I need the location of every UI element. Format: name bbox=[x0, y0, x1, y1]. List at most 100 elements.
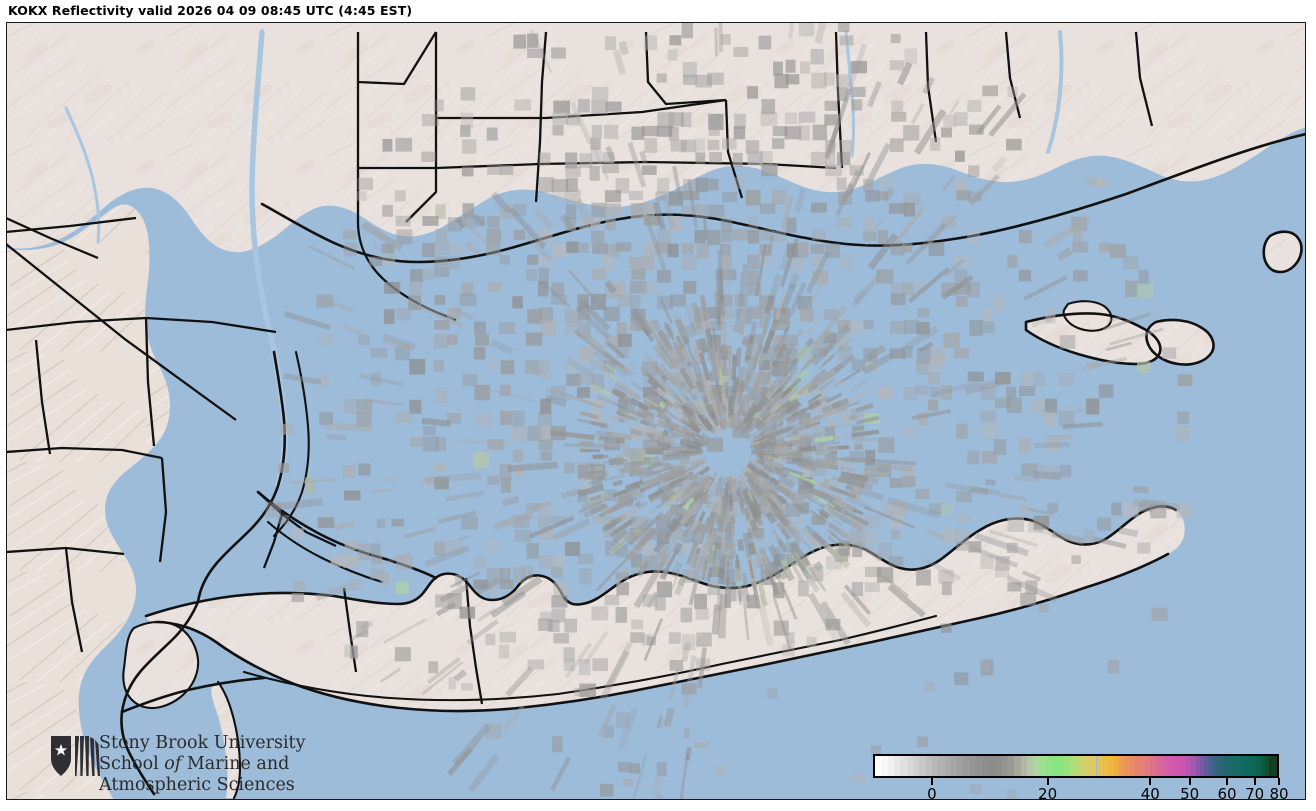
colorbar-segment bbox=[1084, 756, 1091, 776]
radar-radial-spike bbox=[746, 518, 756, 545]
colorbar-tick-label: 70 bbox=[1245, 785, 1265, 800]
radar-radial-streak bbox=[772, 597, 792, 650]
radar-bin bbox=[420, 151, 436, 162]
radar-bin bbox=[903, 202, 915, 217]
radar-radial-streak bbox=[682, 654, 696, 708]
radar-radial-streak bbox=[489, 338, 513, 355]
radar-radial-streak bbox=[881, 186, 895, 202]
radar-radial-spike bbox=[688, 519, 694, 526]
radar-radial-spike bbox=[611, 479, 623, 487]
radar-radial-spike bbox=[580, 418, 591, 425]
radar-bin bbox=[433, 99, 444, 111]
radar-radial-spike bbox=[585, 460, 600, 465]
county-border-ct-4 bbox=[724, 99, 743, 198]
radar-bin bbox=[851, 98, 862, 111]
radar-radial-spike bbox=[756, 518, 764, 527]
radar-radial-spike bbox=[658, 488, 675, 502]
radar-radial-spike bbox=[696, 542, 708, 571]
radar-bin bbox=[706, 72, 724, 85]
radar-bin bbox=[604, 594, 619, 605]
radar-bin bbox=[953, 111, 968, 126]
radar-bin bbox=[916, 281, 927, 294]
radar-bin bbox=[604, 189, 621, 202]
radar-bin bbox=[655, 553, 669, 565]
radar-bin bbox=[615, 572, 629, 580]
colorbar-segment bbox=[1033, 756, 1040, 776]
radar-bin bbox=[707, 580, 720, 595]
radar-bin bbox=[721, 137, 737, 149]
radar-bin bbox=[1107, 659, 1119, 673]
radar-bin bbox=[344, 540, 357, 550]
radar-radial-spike bbox=[740, 488, 754, 509]
radar-radial-spike bbox=[818, 376, 836, 391]
radar-bin bbox=[433, 462, 446, 472]
radar-radial-spike bbox=[736, 480, 748, 504]
radar-map-frame[interactable]: 0 20 40 50 60 70 80 Stony Brook University Sch… bbox=[6, 22, 1306, 800]
radar-bin bbox=[942, 113, 956, 127]
radar-bin bbox=[810, 566, 823, 581]
radar-bin bbox=[550, 566, 563, 577]
radar-radial-streak bbox=[464, 240, 480, 256]
radar-radial-streak bbox=[944, 481, 1001, 496]
radar-bin bbox=[734, 293, 747, 307]
radar-bin bbox=[537, 280, 548, 296]
radar-radial-spike bbox=[803, 420, 821, 429]
radar-map[interactable] bbox=[6, 22, 1306, 800]
radar-bin bbox=[643, 34, 657, 50]
radar-bin bbox=[330, 554, 346, 567]
county-border-nj-1 bbox=[144, 317, 155, 446]
radar-radial-spike bbox=[821, 343, 834, 356]
radar-radial-spike bbox=[734, 569, 742, 581]
radar-bin bbox=[864, 514, 880, 528]
radar-radial-streak bbox=[780, 194, 794, 230]
county-border-ny-1 bbox=[7, 216, 136, 233]
radar-radial-streak bbox=[502, 704, 525, 730]
radar-bin bbox=[591, 514, 606, 524]
colorbar-segment bbox=[1175, 756, 1180, 776]
radar-bin bbox=[343, 398, 356, 413]
reflectivity-colorbar[interactable]: 0 20 40 50 60 70 80 bbox=[873, 749, 1293, 800]
radar-bin bbox=[641, 255, 654, 270]
radar-radial-spike bbox=[650, 438, 678, 446]
radar-bin bbox=[1006, 516, 1024, 532]
radar-radial-spike bbox=[684, 496, 701, 517]
radar-bin bbox=[539, 319, 556, 336]
radar-bin bbox=[682, 280, 696, 294]
radar-bin bbox=[668, 34, 681, 45]
radar-radial-spike bbox=[636, 500, 648, 510]
radar-bin bbox=[823, 113, 839, 125]
radar-bin bbox=[538, 554, 555, 569]
radar-radial-streak bbox=[462, 740, 479, 759]
radar-radial-streak bbox=[562, 391, 605, 410]
radar-radial-spike bbox=[779, 398, 797, 414]
radar-bin bbox=[680, 111, 691, 127]
radar-bin bbox=[591, 242, 608, 254]
radar-bin bbox=[656, 242, 671, 254]
radar-bin bbox=[760, 163, 777, 176]
radar-bin bbox=[590, 475, 603, 487]
radar-bin bbox=[890, 529, 900, 539]
radar-bin bbox=[278, 514, 289, 524]
radar-bin bbox=[1057, 372, 1074, 386]
radar-radial-streak bbox=[793, 187, 806, 213]
radar-bin bbox=[903, 386, 917, 400]
radar-bin bbox=[824, 151, 835, 168]
radar-radial-spike bbox=[652, 342, 671, 365]
radar-bin bbox=[318, 373, 329, 386]
radar-radial-streak bbox=[925, 528, 945, 540]
colorbar-tick bbox=[1253, 778, 1256, 785]
radar-radial-spike bbox=[777, 420, 784, 426]
radar-radial-streak bbox=[849, 402, 874, 414]
radar-radial-streak bbox=[969, 485, 989, 495]
radar-bin bbox=[771, 345, 783, 357]
radar-bin bbox=[616, 542, 628, 557]
radar-radial-spike bbox=[695, 542, 708, 572]
radar-radial-streak bbox=[457, 534, 470, 541]
radar-bin bbox=[771, 137, 784, 149]
radar-bin bbox=[771, 423, 783, 434]
radar-radial-spike bbox=[845, 485, 851, 489]
colorbar-segment bbox=[1232, 756, 1237, 776]
colorbar-tick-label: 80 bbox=[1269, 785, 1289, 800]
radar-radial-spike bbox=[744, 355, 750, 363]
radar-radial-spike bbox=[614, 506, 637, 524]
